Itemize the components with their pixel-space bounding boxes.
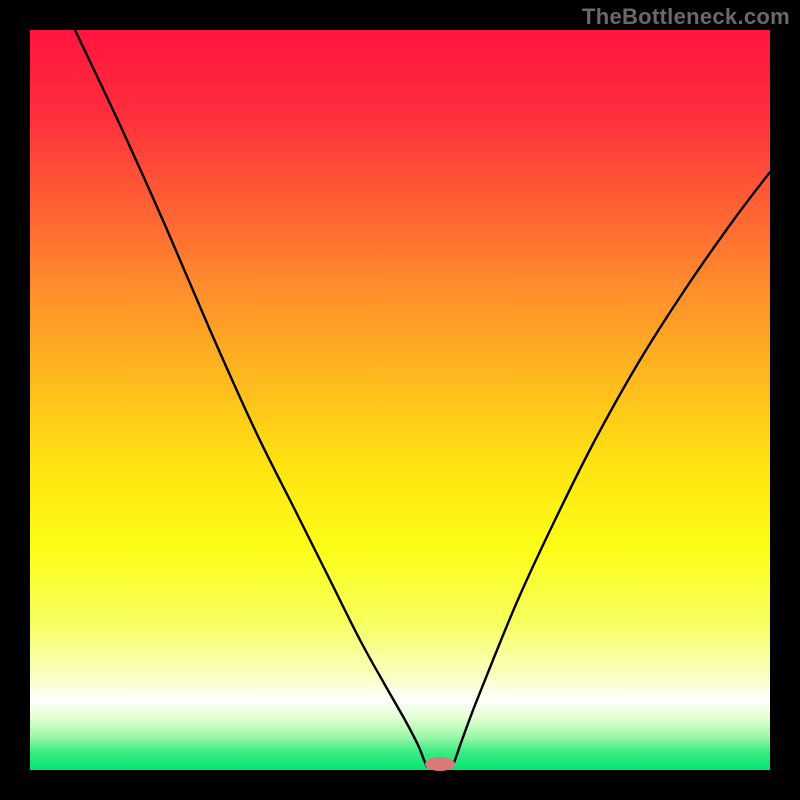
watermark-text: TheBottleneck.com xyxy=(582,4,790,30)
plot-background xyxy=(30,30,770,770)
bottleneck-marker xyxy=(425,757,455,771)
bottleneck-chart xyxy=(0,0,800,800)
